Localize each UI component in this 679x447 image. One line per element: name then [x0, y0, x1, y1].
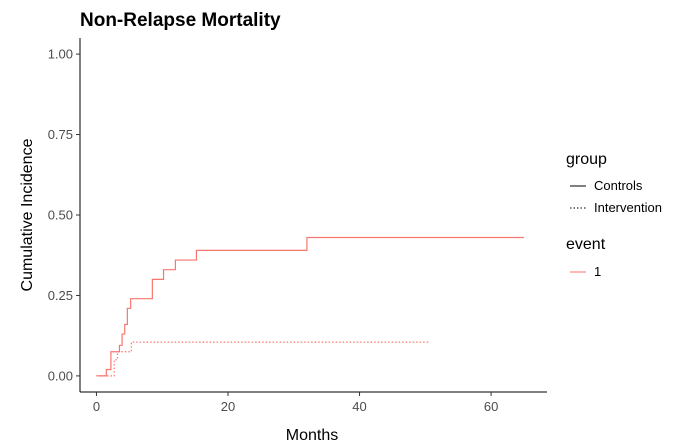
y-tick-label: 0.75 — [48, 127, 73, 142]
series-line-intervention — [96, 341, 429, 377]
series-layer — [96, 236, 524, 377]
legend: group Controls Intervention event 1 — [566, 151, 662, 279]
y-axis-label: Cumulative Incidence — [19, 138, 36, 291]
legend-label-intervention: Intervention — [594, 200, 662, 215]
legend-title-event: event — [566, 236, 606, 253]
y-tick-label: 0.50 — [48, 208, 73, 223]
x-tick-label: 60 — [484, 399, 498, 414]
y-tick-label: 0.25 — [48, 288, 73, 303]
chart-title: Non-Relapse Mortality — [80, 10, 281, 31]
x-axis-label: Months — [286, 427, 338, 444]
x-axis-ticks: 0 20 40 60 — [93, 392, 498, 414]
y-tick-label: 0.00 — [48, 368, 73, 383]
legend-label-controls: Controls — [594, 178, 643, 193]
plot-area — [79, 38, 547, 393]
x-tick-label: 20 — [221, 399, 235, 414]
legend-label-event-1: 1 — [594, 264, 601, 279]
x-tick-label: 40 — [352, 399, 366, 414]
y-tick-label: 1.00 — [48, 47, 73, 62]
x-tick-label: 0 — [93, 399, 100, 414]
y-axis-ticks: 0.00 0.25 0.50 0.75 1.00 — [48, 47, 80, 383]
legend-title-group: group — [566, 151, 607, 168]
series-line-controls — [96, 236, 524, 377]
